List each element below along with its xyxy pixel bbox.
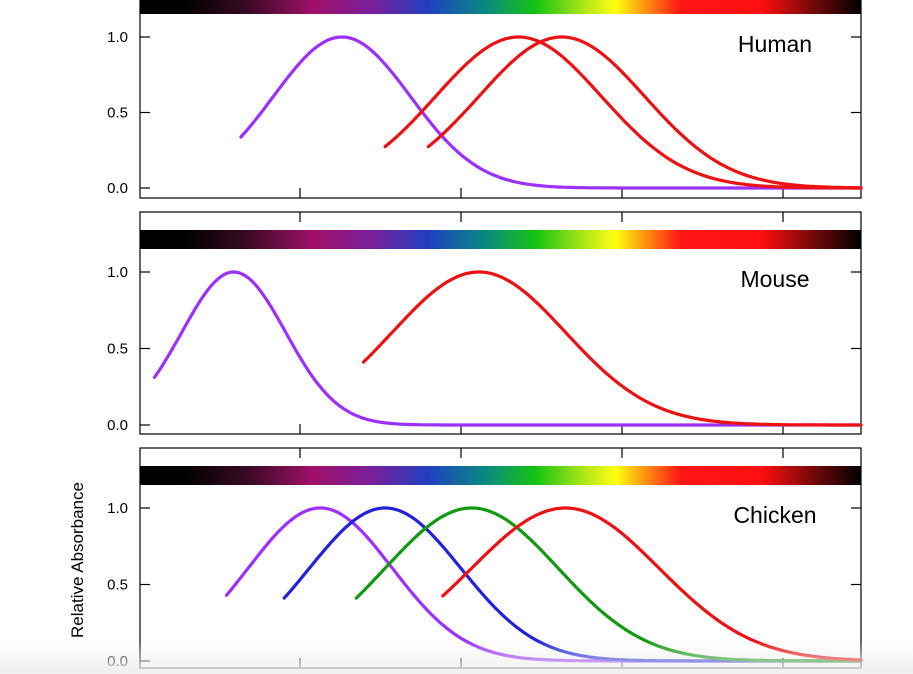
spectrum-bar <box>140 230 861 249</box>
y-tick-label: 0.5 <box>107 577 128 594</box>
panel-label: Mouse <box>740 266 809 292</box>
y-tick-label: 1.0 <box>107 264 128 281</box>
y-tick-label: 1.0 <box>107 500 128 517</box>
spectrum-bar <box>140 0 861 14</box>
y-tick-label: 1.0 <box>107 29 128 46</box>
series-human-2 <box>383 35 863 190</box>
series-human-1 <box>239 35 863 190</box>
panel-label: Human <box>738 31 812 57</box>
y-tick-label: 0.5 <box>107 105 128 122</box>
series-human-3 <box>426 35 863 190</box>
series-mouse-2 <box>361 270 863 427</box>
panel-human: 0.0 0.5 1.0 Human <box>107 0 863 199</box>
y-tick-label: 0.0 <box>107 180 128 197</box>
panel-frame <box>139 0 862 199</box>
y-tick-label: 0.0 <box>107 653 128 670</box>
spectrum-bar <box>140 466 861 485</box>
panel-mouse: 0.0 0.5 1.0 Mouse <box>107 211 863 435</box>
y-tick-label: 0.0 <box>107 417 128 434</box>
y-axis-label: Relative Absorbance <box>68 482 87 638</box>
panel-chicken: 0.0 0.5 1.0 Chicken <box>107 447 863 670</box>
y-tick-label: 0.5 <box>107 341 128 358</box>
panel-label: Chicken <box>733 502 816 528</box>
